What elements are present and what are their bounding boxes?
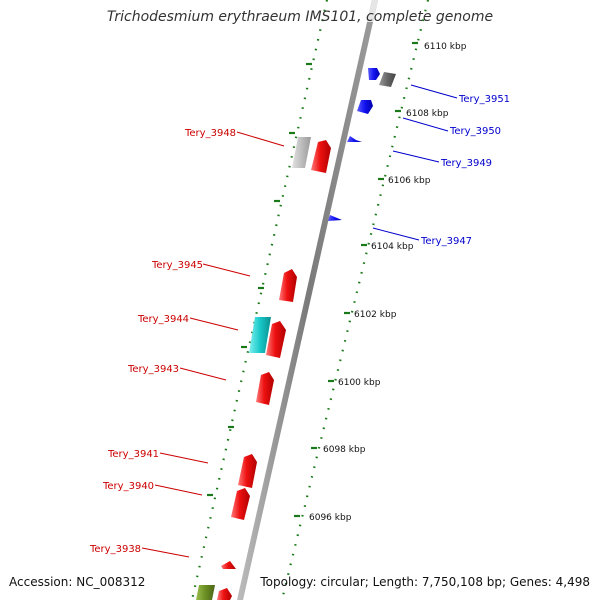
ruler-label: 6098 kbp [323,445,366,455]
ruler-label: 6108 kbp [406,109,449,119]
gene-label-tery-3948[interactable]: Tery_3948 [184,128,236,139]
leader-line [179,367,227,381]
leader-line [189,317,239,331]
gene-label-tery-3947[interactable]: Tery_3947 [420,236,472,247]
gene-feature-tery-3941[interactable] [238,454,257,488]
gene-label-tery-3938[interactable]: Tery_3938 [89,544,141,555]
gene-feature-tery-3944[interactable] [266,321,286,358]
gene-label-tery-3951[interactable]: Tery_3951 [458,94,510,105]
genome-backbone-highlight [367,0,378,22]
leader-line [372,227,420,241]
gene-feature-tery-3940[interactable] [231,488,250,520]
leader-line [392,150,440,163]
gene-feature-olive[interactable] [196,585,215,600]
leader-line [410,84,458,99]
gene-feature-grey[interactable] [379,72,396,87]
gene-feature-tery-3949[interactable] [347,136,362,142]
gene-feature-tery-3943[interactable] [256,372,274,405]
ruler-label: 6102 kbp [354,310,397,320]
gene-label-tery-3950[interactable]: Tery_3950 [449,126,501,137]
reverse-features [328,68,396,221]
ruler-label: 6110 kbp [424,42,467,52]
gene-feature-rna[interactable] [249,317,271,353]
gene-label-tery-3940[interactable]: Tery_3940 [102,481,154,492]
leader-line [141,547,190,558]
gene-feature-tery-3951[interactable] [368,68,380,80]
accession-label: Accession: NC_008312 [9,575,145,589]
leader-line [154,484,203,496]
ruler-label: 6106 kbp [388,176,431,186]
gene-label-tery-3945[interactable]: Tery_3945 [151,260,203,271]
gene-label-tery-3941[interactable]: Tery_3941 [107,449,159,460]
ruler-label: 6100 kbp [338,378,381,388]
gene-feature-tery-3947[interactable] [328,215,342,221]
genome-summary: Topology: circular; Length: 7,750,108 bp… [259,575,590,589]
forward-gene-labels: Tery_3948 Tery_3945 Tery_3944 Tery_3943 … [89,128,285,558]
leader-line [236,131,285,147]
genome-backbone [237,0,378,600]
gene-feature-tery-3945[interactable] [279,269,297,302]
ruler-labels: 6110 kbp 6108 kbp 6106 kbp 6104 kbp 6102… [309,42,467,523]
gene-label-tery-3949[interactable]: Tery_3949 [440,158,492,169]
gene-label-tery-3944[interactable]: Tery_3944 [137,314,189,325]
leader-line [159,452,209,464]
outer-ruler [190,0,329,600]
inner-ruler [280,0,430,600]
gene-label-tery-3943[interactable]: Tery_3943 [127,364,179,375]
gene-feature-red-bottom[interactable] [217,588,232,600]
leader-line [202,263,251,277]
ruler-label: 6096 kbp [309,513,352,523]
ruler-label: 6104 kbp [371,242,414,252]
gene-feature-grey-misc[interactable] [292,137,311,168]
reverse-gene-labels: Tery_3951 Tery_3950 Tery_3949 Tery_3947 [372,84,510,247]
gene-feature-tery-3950[interactable] [357,100,373,114]
gene-feature-tery-3948[interactable] [311,140,331,173]
leader-line [402,117,449,132]
forward-features [196,137,331,600]
gene-feature-tery-3938[interactable] [221,561,236,569]
map-title: Trichodesmium erythraeum IMS101, complet… [107,9,493,25]
